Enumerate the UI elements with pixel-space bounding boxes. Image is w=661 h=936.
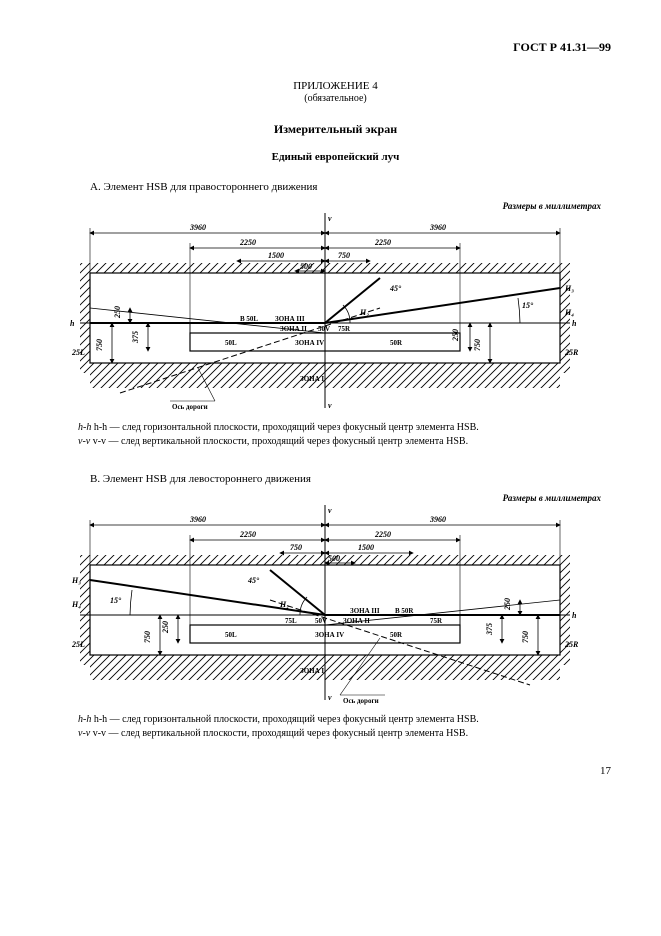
legend-h-b: h-h — след горизонтальной плоскости, про… xyxy=(94,714,479,725)
dim-1500-a: 1500 xyxy=(268,251,284,260)
angle-45-b: 45° xyxy=(247,576,260,585)
v-bot-b: v xyxy=(328,693,332,702)
v250-a: 250 xyxy=(451,329,460,342)
section-b-label: B. Элемент HSB для левостороннего движен… xyxy=(90,473,611,485)
legend-v-b: v-v — след вертикальной плоскости, прохо… xyxy=(93,728,468,739)
25r-b: 25R xyxy=(564,640,579,649)
b50r-b: B 50R xyxy=(395,607,414,615)
h-right: h xyxy=(572,319,577,328)
h4-b: H₄ xyxy=(71,600,81,609)
legend-v-a: v-v — след вертикальной плоскости, прохо… xyxy=(93,436,468,447)
road-a: Ось дороги xyxy=(172,403,208,411)
units-label-a: Размеры в миллиметрах xyxy=(60,201,601,211)
25r-a: 25R xyxy=(564,348,579,357)
dim-500-a: 500 xyxy=(300,262,312,271)
dim-500-b: 500 xyxy=(328,554,340,563)
dim-1500-b: 1500 xyxy=(358,543,374,552)
document-id: ГОСТ Р 41.31—99 xyxy=(60,40,611,55)
appendix-number: ПРИЛОЖЕНИЕ 4 xyxy=(60,80,611,92)
50l-a: 50L xyxy=(225,339,237,347)
v250l-a: 250 xyxy=(113,306,122,319)
zone4-a: ЗОНА IV xyxy=(295,339,324,347)
zone4-b: ЗОНА IV xyxy=(315,631,344,639)
dim-2250r-a: 2250 xyxy=(374,238,391,247)
50v-a: 50V xyxy=(318,325,330,333)
mandatory-label: (обязательное) xyxy=(60,93,611,104)
dim-750-b: 750 xyxy=(290,543,302,552)
h3-b: H₃ xyxy=(71,576,81,585)
subtitle: Единый европейский луч xyxy=(60,151,611,163)
legend-a: h-h h-h — след горизонтальной плоскости,… xyxy=(78,421,611,448)
h2-a: H₂ xyxy=(359,308,369,317)
75r-a: 75R xyxy=(338,325,351,333)
25l-b: 25L xyxy=(71,640,85,649)
v375-b: 375 xyxy=(485,623,494,636)
page-number: 17 xyxy=(60,765,611,777)
dim-2250r-b: 2250 xyxy=(374,530,391,539)
angle-15-a: 15° xyxy=(522,301,534,310)
angle-15-b: 15° xyxy=(110,596,122,605)
diagram-b: v v h 3960 3960 2250 2250 750 1500 500 xyxy=(60,505,590,705)
zone3-b: ЗОНА III xyxy=(350,607,380,615)
zone1-b: ЗОНА I xyxy=(300,667,324,675)
v750l-a: 750 xyxy=(95,339,104,351)
dim-3960r-b: 3960 xyxy=(429,515,446,524)
25l-a: 25L xyxy=(71,348,85,357)
dim-3960r-a: 3960 xyxy=(429,223,446,232)
v-bot: v xyxy=(328,401,332,410)
zone1-a: ЗОНА I xyxy=(300,375,324,383)
v750r-a: 750 xyxy=(473,339,482,351)
dim-2250l-b: 2250 xyxy=(239,530,256,539)
road-b: Ось дороги xyxy=(343,697,379,705)
75l-b: 75L xyxy=(285,617,297,625)
50r-b: 50R xyxy=(390,631,403,639)
dim-750-a: 750 xyxy=(338,251,350,260)
v250r-b: 250 xyxy=(503,598,512,611)
v-top: v xyxy=(328,214,332,223)
75r-b: 75R xyxy=(430,617,443,625)
v375-a: 375 xyxy=(131,331,140,344)
angle-45-a: 45° xyxy=(389,284,402,293)
v750r-b: 750 xyxy=(521,631,530,643)
diagram-a: v v h h 3960 3960 2250 2250 1500 750 xyxy=(60,213,590,413)
legend-b: h-h h-h — след горизонтальной плоскости,… xyxy=(78,713,611,740)
v250-b: 250 xyxy=(161,621,170,634)
main-title: Измерительный экран xyxy=(60,122,611,137)
units-label-b: Размеры в миллиметрах xyxy=(60,493,601,503)
v-top-b: v xyxy=(328,506,332,515)
h-left: h xyxy=(70,319,75,328)
section-a-label: A. Элемент HSB для правостороннего движе… xyxy=(90,181,611,193)
b50l-a: B 50L xyxy=(240,315,258,323)
zone3-a: ЗОНА III xyxy=(275,315,305,323)
50l-b: 50L xyxy=(225,631,237,639)
dim-3960l-b: 3960 xyxy=(189,515,206,524)
dim-3960l-a: 3960 xyxy=(189,223,206,232)
h3-a: H₃ xyxy=(564,284,574,293)
50r-a: 50R xyxy=(390,339,403,347)
v750l-b: 750 xyxy=(143,631,152,643)
dim-2250l-a: 2250 xyxy=(239,238,256,247)
legend-h-a: h-h — след горизонтальной плоскости, про… xyxy=(94,422,479,433)
h4-a: H₄ xyxy=(564,308,574,317)
h-right-b: h xyxy=(572,611,577,620)
